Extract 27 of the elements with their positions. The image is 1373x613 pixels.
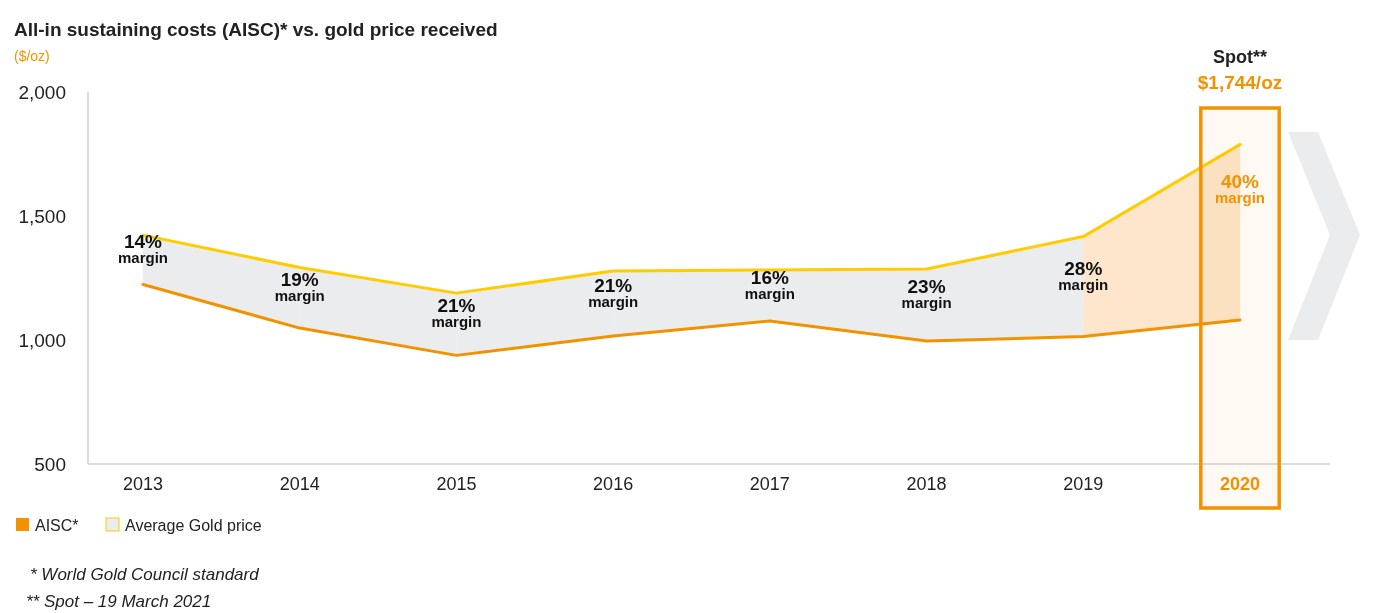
x-tick-label: 2019 xyxy=(1063,474,1104,494)
y-tick-label: 500 xyxy=(34,453,66,475)
y-tick-label: 2,000 xyxy=(18,81,66,103)
x-tick-label: 2015 xyxy=(436,474,477,494)
annotation: 21% margin xyxy=(588,274,639,310)
x-tick-label: 2018 xyxy=(906,474,947,494)
legend-label: AISC* xyxy=(35,516,79,534)
annotation: 19% margin xyxy=(274,269,325,305)
text: ** Spot – 19 March 2021 xyxy=(26,592,212,611)
annotation: 21% margin xyxy=(431,295,482,331)
y-tick-label: 1,500 xyxy=(18,205,66,227)
x-tick-label: 2014 xyxy=(279,474,320,494)
text: * World Gold Council standard xyxy=(30,565,260,584)
y-tick-label: 1,000 xyxy=(18,329,66,351)
x-tick-label: 2013 xyxy=(122,474,164,494)
x-tick-label: 2016 xyxy=(593,474,634,494)
annotation: 14% margin xyxy=(117,230,169,266)
band-label: Spot** $1,744/oz xyxy=(1197,47,1283,93)
annotation: 23% margin xyxy=(901,276,952,312)
annotation: 40% margin xyxy=(1214,171,1266,207)
annotation: 16% margin xyxy=(744,266,795,302)
legend-label: Average Gold price xyxy=(125,516,262,534)
x-tick-label: 2020 xyxy=(1219,474,1261,494)
x-tick-label: 2017 xyxy=(749,474,790,494)
chart-title: All-in sustaining costs (AISC)* vs. gold price received xyxy=(14,19,498,40)
y-axis-title: ($/oz) xyxy=(14,48,50,64)
annotation: 28% margin xyxy=(1058,257,1109,293)
